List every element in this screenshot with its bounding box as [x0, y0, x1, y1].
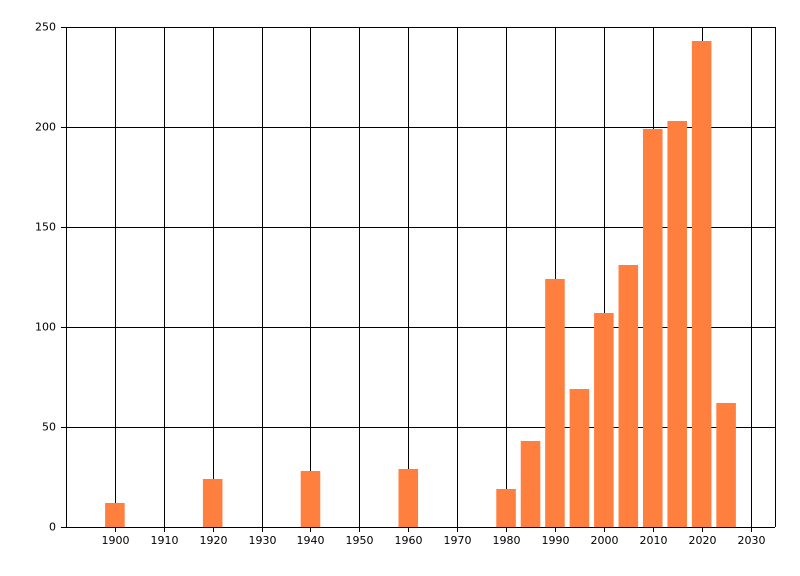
- y-tick-label: 250: [35, 21, 56, 34]
- bar: [691, 41, 712, 527]
- y-tick-label: 150: [35, 221, 56, 234]
- bar: [202, 479, 223, 527]
- x-tick-label: 1950: [346, 534, 374, 547]
- bar: [716, 403, 736, 527]
- x-tick-label: 1930: [249, 534, 277, 547]
- y-tick-label: 50: [42, 421, 56, 434]
- bar: [520, 441, 541, 527]
- bar: [618, 265, 639, 527]
- x-tick-label: 2020: [689, 534, 717, 547]
- x-tick-label: 1900: [102, 534, 130, 547]
- y-tick-label: 200: [35, 121, 56, 134]
- bar: [496, 489, 516, 527]
- x-tick-label: 2000: [591, 534, 619, 547]
- x-tick-label: 1980: [493, 534, 521, 547]
- x-tick-label: 2010: [640, 534, 668, 547]
- bar: [642, 129, 663, 527]
- bar: [398, 469, 419, 527]
- bar: [300, 471, 321, 527]
- x-tick-label: 1910: [151, 534, 179, 547]
- x-tick-label: 1940: [297, 534, 325, 547]
- x-tick-label: 1920: [200, 534, 228, 547]
- bar: [594, 313, 614, 527]
- x-tick-label: 1960: [395, 534, 423, 547]
- bar: [105, 503, 125, 527]
- x-tick-label: 2030: [738, 534, 766, 547]
- x-tick-label: 1990: [542, 534, 570, 547]
- bar: [545, 279, 565, 527]
- bar: [667, 121, 687, 527]
- bar: [569, 389, 590, 527]
- y-tick-label: 100: [35, 321, 56, 334]
- x-tick-label: 1970: [444, 534, 472, 547]
- y-tick-label: 0: [49, 521, 56, 534]
